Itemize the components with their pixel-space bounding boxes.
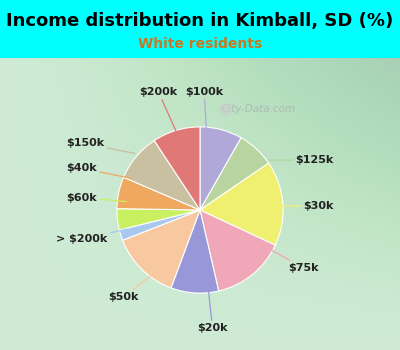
Wedge shape [117, 209, 200, 230]
Text: $40k: $40k [67, 163, 132, 178]
Text: $20k: $20k [197, 289, 228, 333]
Wedge shape [171, 210, 219, 293]
Text: $150k: $150k [66, 139, 135, 153]
Text: $200k: $200k [139, 87, 178, 133]
Text: $50k: $50k [108, 275, 152, 302]
Text: White residents: White residents [138, 37, 262, 51]
Text: $60k: $60k [67, 193, 127, 203]
Wedge shape [200, 127, 241, 210]
Wedge shape [124, 141, 200, 210]
Wedge shape [119, 210, 200, 240]
Text: $100k: $100k [185, 87, 223, 133]
Wedge shape [122, 210, 200, 288]
Text: City-Data.com: City-Data.com [222, 104, 296, 114]
Text: $30k: $30k [279, 201, 333, 211]
Wedge shape [200, 163, 283, 245]
Text: $125k: $125k [268, 155, 334, 165]
Wedge shape [117, 177, 200, 210]
Wedge shape [200, 210, 275, 291]
Text: Income distribution in Kimball, SD (%): Income distribution in Kimball, SD (%) [6, 12, 394, 30]
Wedge shape [200, 138, 269, 210]
Text: $75k: $75k [268, 248, 319, 273]
Text: > $200k: > $200k [56, 229, 127, 244]
Wedge shape [154, 127, 200, 210]
